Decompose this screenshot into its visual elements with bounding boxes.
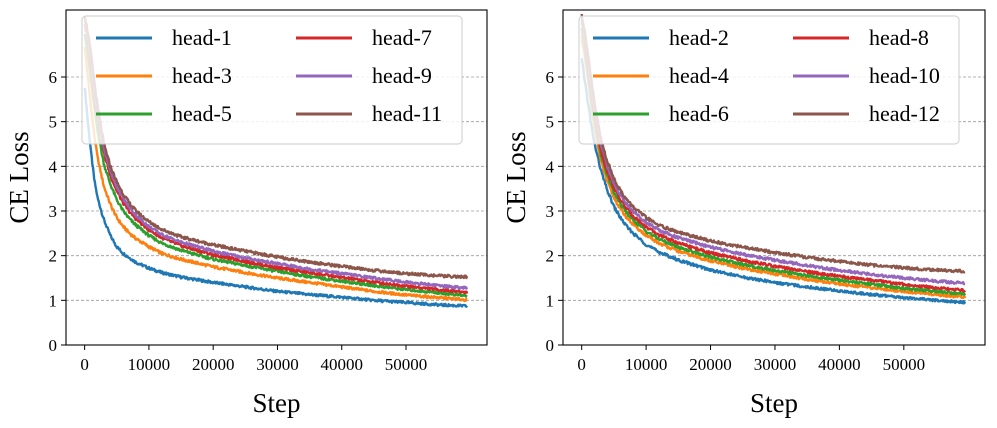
- legend-label: head-8: [869, 25, 929, 50]
- series-group: [83, 16, 469, 308]
- chart-panel-left: 0 10000 20000 30000 40000 50000 0 1 2 3 4 5 6 Step CE …: [4, 9, 488, 418]
- y-tick-label: 3: [546, 202, 555, 221]
- plot-frame: [562, 9, 986, 346]
- x-tick-label: 10000: [625, 355, 668, 374]
- y-tick-label: 0: [49, 336, 58, 355]
- legend-label: head-10: [869, 63, 940, 88]
- legend-item-head-1: head-1: [96, 25, 232, 50]
- legend-item-head-3: head-3: [96, 63, 232, 88]
- x-tick-label: 30000: [754, 355, 797, 374]
- legend-label: head-11: [372, 101, 442, 126]
- x-tick-label: 10000: [128, 355, 171, 374]
- y-axis-label: CE Loss: [501, 131, 531, 223]
- legend-label: head-6: [669, 101, 729, 126]
- x-tick-label: 20000: [689, 355, 732, 374]
- x-tick-label: 50000: [385, 355, 428, 374]
- legend-item-head-10: head-10: [793, 63, 940, 88]
- legend-item-head-9: head-9: [296, 63, 432, 88]
- y-tick-label: 2: [49, 247, 58, 266]
- legend-label: head-4: [669, 63, 729, 88]
- y-tick-label: 5: [49, 113, 58, 132]
- x-tick-label: 40000: [320, 355, 363, 374]
- x-tick-label: 40000: [818, 355, 861, 374]
- legend-label: head-5: [172, 101, 232, 126]
- legend: head-1 head-3 head-5 head-7 head-9 head-11: [81, 15, 463, 145]
- legend-item-head-11: head-11: [296, 101, 442, 126]
- series-line-head-6: [580, 27, 967, 296]
- series-line-head-1: [83, 87, 469, 308]
- x-tick-label: 30000: [256, 355, 299, 374]
- series-line-head-4: [580, 35, 967, 300]
- series-group: [580, 13, 967, 305]
- legend-item-head-8: head-8: [793, 25, 929, 50]
- series-line-head-8: [580, 21, 967, 293]
- legend-box: [81, 15, 463, 145]
- x-tick-label: 0: [80, 355, 89, 374]
- plot-frame: [65, 9, 488, 346]
- y-tick-label: 0: [546, 336, 555, 355]
- y-tick-label: 3: [49, 202, 58, 221]
- series-line-head-11: [83, 16, 469, 280]
- x-axis-label: Step: [750, 388, 798, 418]
- legend-box: [578, 15, 960, 145]
- y-axis-label: CE Loss: [4, 131, 34, 223]
- series-line-head-9: [83, 19, 469, 290]
- legend-label: head-12: [869, 101, 940, 126]
- y-tick-label: 5: [546, 113, 555, 132]
- x-axis-label: Step: [252, 388, 300, 418]
- x-tick-label: 50000: [883, 355, 926, 374]
- x-tick-label: 0: [577, 355, 586, 374]
- legend-label: head-1: [172, 25, 232, 50]
- y-tick-label: 1: [546, 291, 555, 310]
- legend-item-head-4: head-4: [593, 63, 729, 88]
- legend-item-head-12: head-12: [793, 101, 940, 126]
- legend-label: head-2: [669, 25, 729, 50]
- legend-item-head-2: head-2: [593, 25, 729, 50]
- legend-label: head-9: [372, 63, 432, 88]
- y-tick-label: 4: [546, 157, 555, 176]
- y-tick-label: 6: [49, 68, 58, 87]
- legend-label: head-7: [372, 25, 432, 50]
- y-tick-label: 4: [49, 157, 58, 176]
- legend-item-head-5: head-5: [96, 101, 232, 126]
- series-line-head-2: [580, 58, 967, 305]
- y-tick-label: 1: [49, 291, 58, 310]
- x-tick-label: 20000: [192, 355, 235, 374]
- legend-item-head-7: head-7: [296, 25, 432, 50]
- legend: head-2 head-4 head-6 head-8 head-10 head-12: [578, 15, 960, 145]
- series-line-head-7: [83, 24, 469, 295]
- series-line-head-3: [83, 46, 468, 303]
- series-line-head-5: [83, 34, 468, 298]
- series-line-head-10: [580, 18, 966, 286]
- chart-panel-right: 0 10000 20000 30000 40000 50000 0 1 2 3 4 5 6 Step CE …: [501, 9, 986, 418]
- legend-item-head-6: head-6: [593, 101, 729, 126]
- series-line-head-12: [580, 13, 966, 274]
- y-tick-label: 6: [546, 68, 555, 87]
- legend-label: head-3: [172, 63, 232, 88]
- y-tick-label: 2: [546, 247, 555, 266]
